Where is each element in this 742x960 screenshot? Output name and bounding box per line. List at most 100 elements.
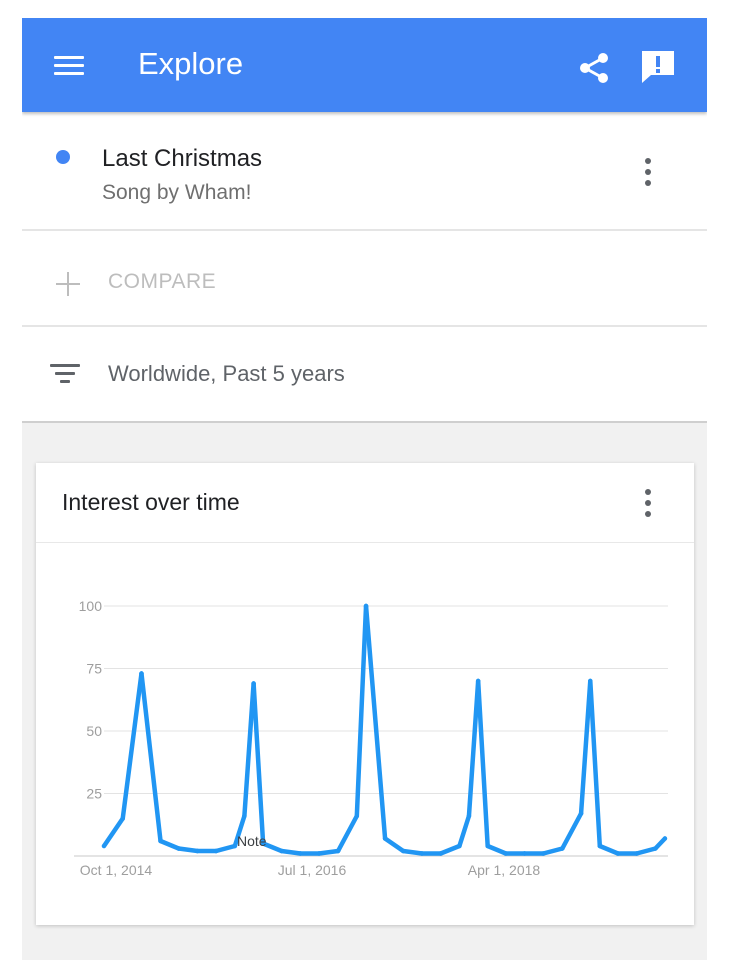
series-segment bbox=[466, 678, 481, 819]
data-point[interactable] bbox=[401, 848, 406, 854]
data-point[interactable] bbox=[541, 851, 546, 856]
series-segment bbox=[101, 816, 125, 849]
menu-icon bbox=[54, 56, 84, 59]
more-vert-icon-dot bbox=[645, 180, 651, 186]
series-lines bbox=[101, 603, 668, 856]
data-point[interactable] bbox=[503, 851, 509, 856]
series-segment bbox=[634, 846, 658, 856]
series-segment bbox=[382, 836, 406, 854]
chart-note[interactable]: Note bbox=[237, 833, 267, 849]
data-point[interactable] bbox=[242, 813, 247, 819]
data-point[interactable] bbox=[653, 846, 658, 851]
y-tick-label: 100 bbox=[79, 598, 103, 614]
x-axis-labels: Oct 1, 2014 Jul 1, 2016 Apr 1, 2018 bbox=[80, 862, 541, 878]
data-point[interactable] bbox=[560, 846, 565, 851]
share-button[interactable] bbox=[576, 50, 612, 86]
data-point[interactable] bbox=[419, 851, 425, 856]
data-point[interactable] bbox=[588, 678, 593, 684]
more-vert-icon-dot bbox=[645, 511, 651, 517]
feedback-icon bbox=[642, 51, 674, 83]
data-point[interactable] bbox=[260, 841, 266, 846]
data-point[interactable] bbox=[597, 843, 603, 849]
menu-icon-bar bbox=[54, 72, 84, 75]
series-segment bbox=[260, 841, 284, 854]
x-tick-label: Apr 1, 2018 bbox=[468, 862, 541, 878]
feedback-button[interactable] bbox=[639, 48, 677, 86]
series-segment bbox=[279, 848, 303, 856]
filter-icon bbox=[50, 364, 80, 386]
filter-icon-bar bbox=[60, 380, 70, 383]
filter-icon-bar bbox=[55, 372, 75, 375]
card-divider bbox=[36, 542, 694, 543]
series-segment bbox=[213, 843, 238, 854]
more-vert-icon-dot bbox=[645, 500, 651, 506]
data-point[interactable] bbox=[176, 846, 181, 851]
data-point[interactable] bbox=[438, 851, 443, 856]
data-point[interactable] bbox=[578, 811, 584, 816]
data-point[interactable] bbox=[279, 848, 284, 854]
data-point[interactable] bbox=[232, 843, 238, 849]
data-point[interactable] bbox=[363, 603, 369, 609]
data-point[interactable] bbox=[634, 851, 639, 856]
data-point[interactable] bbox=[120, 816, 125, 821]
series-segment bbox=[354, 603, 369, 819]
series-segment bbox=[485, 843, 509, 856]
app-title: Explore bbox=[138, 46, 244, 81]
share-icon bbox=[580, 53, 608, 83]
data-point[interactable] bbox=[466, 813, 472, 819]
compare-row[interactable] bbox=[22, 233, 707, 327]
card-more-button[interactable] bbox=[638, 488, 658, 522]
data-point[interactable] bbox=[662, 836, 668, 841]
compare-label: COMPARE bbox=[108, 270, 217, 293]
term-more-button[interactable] bbox=[638, 157, 658, 191]
plus-icon bbox=[56, 272, 80, 296]
series-segment bbox=[232, 813, 247, 849]
menu-button[interactable] bbox=[52, 52, 86, 80]
data-point[interactable] bbox=[316, 851, 322, 856]
y-axis-labels: 25 50 75 100 bbox=[79, 598, 103, 802]
series-segment bbox=[457, 813, 472, 849]
data-point[interactable] bbox=[298, 851, 303, 856]
data-point[interactable] bbox=[615, 851, 621, 856]
card-title: Interest over time bbox=[62, 489, 240, 515]
series-color-dot bbox=[56, 150, 70, 164]
data-point[interactable] bbox=[485, 843, 490, 849]
series-segment bbox=[363, 603, 388, 841]
series-points bbox=[101, 603, 668, 856]
series-segment bbox=[653, 836, 668, 851]
data-point[interactable] bbox=[139, 671, 144, 676]
y-tick-label: 75 bbox=[86, 661, 102, 677]
series-segment bbox=[139, 671, 163, 844]
series-segment bbox=[438, 843, 462, 856]
series-segment bbox=[158, 838, 181, 851]
filter-label: Worldwide, Past 5 years bbox=[108, 361, 345, 386]
data-point[interactable] bbox=[158, 838, 163, 844]
interest-chart: 25 50 75 100 Oct 1, 2014 Jul 1, 2016 Apr 1, 2… bbox=[74, 598, 668, 878]
data-point[interactable] bbox=[522, 851, 527, 856]
series-segment bbox=[176, 846, 200, 854]
data-point[interactable] bbox=[354, 813, 360, 819]
filter-row[interactable] bbox=[22, 326, 707, 424]
series-segment bbox=[578, 678, 593, 816]
series-segment bbox=[120, 671, 144, 821]
term-subtitle: Song by Wham! bbox=[102, 181, 252, 204]
more-vert-icon bbox=[645, 158, 651, 164]
series-segment bbox=[597, 843, 621, 856]
series-segment bbox=[400, 848, 425, 856]
series-segment bbox=[560, 811, 584, 851]
series-segment bbox=[588, 678, 603, 849]
data-point[interactable] bbox=[101, 843, 107, 849]
menu-icon-bar bbox=[54, 64, 84, 67]
data-point[interactable] bbox=[195, 848, 200, 854]
data-point[interactable] bbox=[475, 678, 481, 684]
term-title: Last Christmas bbox=[102, 145, 263, 172]
series-segment bbox=[316, 848, 341, 856]
y-tick-label: 50 bbox=[86, 723, 102, 739]
data-point[interactable] bbox=[335, 848, 341, 854]
search-term-row[interactable] bbox=[22, 112, 707, 231]
data-point[interactable] bbox=[457, 843, 462, 849]
series-segment bbox=[335, 813, 360, 854]
data-point[interactable] bbox=[213, 848, 219, 854]
data-point[interactable] bbox=[251, 681, 256, 686]
data-point[interactable] bbox=[382, 836, 388, 841]
